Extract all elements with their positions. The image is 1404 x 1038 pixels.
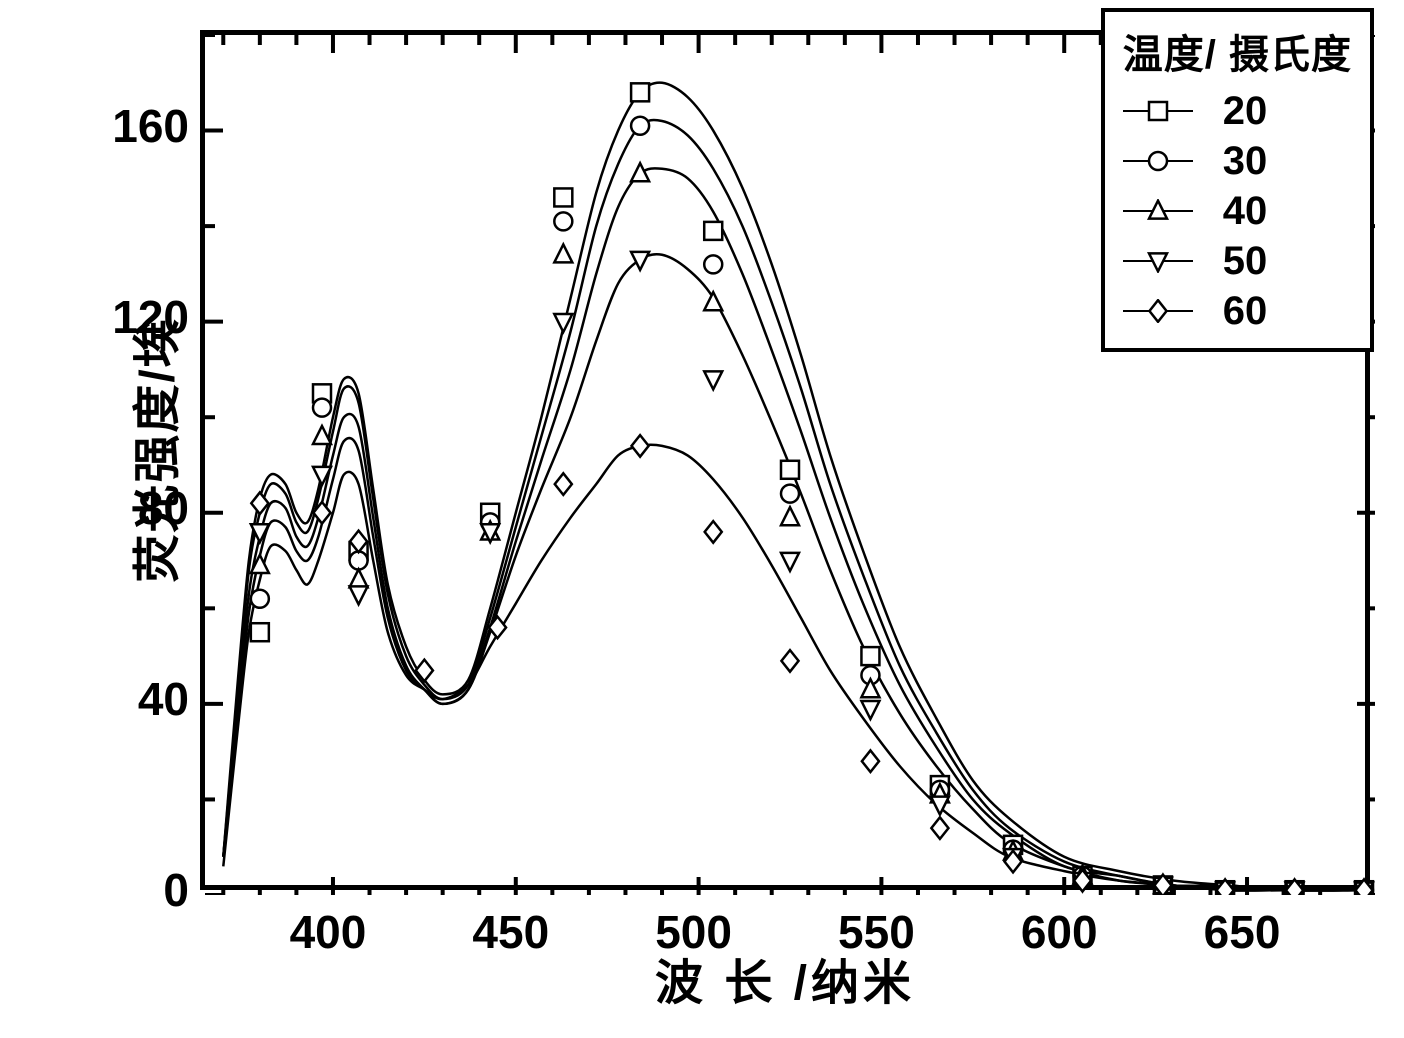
x-tick-label: 600 — [1021, 905, 1098, 959]
legend-line-icon — [1123, 110, 1193, 112]
x-axis-label: 波 长 /纳米 — [200, 943, 1370, 1013]
legend-line-icon — [1123, 210, 1193, 212]
legend: 温度/ 摄氏度 20 30 40 50 60 — [1101, 8, 1374, 352]
legend-line-icon — [1123, 260, 1193, 262]
x-tick-label: 550 — [838, 905, 915, 959]
x-tick-label: 450 — [472, 905, 549, 959]
legend-label: 50 — [1223, 239, 1268, 284]
y-tick-label: 80 — [89, 481, 189, 535]
legend-label: 20 — [1223, 89, 1268, 134]
legend-item: 60 — [1123, 286, 1352, 336]
legend-line-icon — [1123, 310, 1193, 312]
legend-item: 40 — [1123, 186, 1352, 236]
legend-item: 30 — [1123, 136, 1352, 186]
y-tick-label: 120 — [89, 290, 189, 344]
legend-title: 温度/ 摄氏度 — [1123, 22, 1352, 80]
legend-items: 20 30 40 50 60 — [1123, 86, 1352, 336]
legend-line-icon — [1123, 160, 1193, 162]
x-tick-label: 500 — [655, 905, 732, 959]
y-tick-label: 160 — [89, 99, 189, 153]
fluorescence-chart: 荧光强度/埃 波 长 /纳米 0 40 80 120 160 400 450 500 550 6… — [0, 0, 1404, 1038]
y-axis-label: 荧光强度/埃 — [118, 317, 188, 582]
y-tick-label: 40 — [89, 672, 189, 726]
legend-label: 60 — [1223, 289, 1268, 334]
y-tick-label: 0 — [89, 863, 189, 917]
legend-label: 30 — [1223, 139, 1268, 184]
legend-item: 50 — [1123, 236, 1352, 286]
x-tick-label: 400 — [290, 905, 367, 959]
x-tick-label: 650 — [1204, 905, 1281, 959]
legend-label: 40 — [1223, 189, 1268, 234]
legend-item: 20 — [1123, 86, 1352, 136]
